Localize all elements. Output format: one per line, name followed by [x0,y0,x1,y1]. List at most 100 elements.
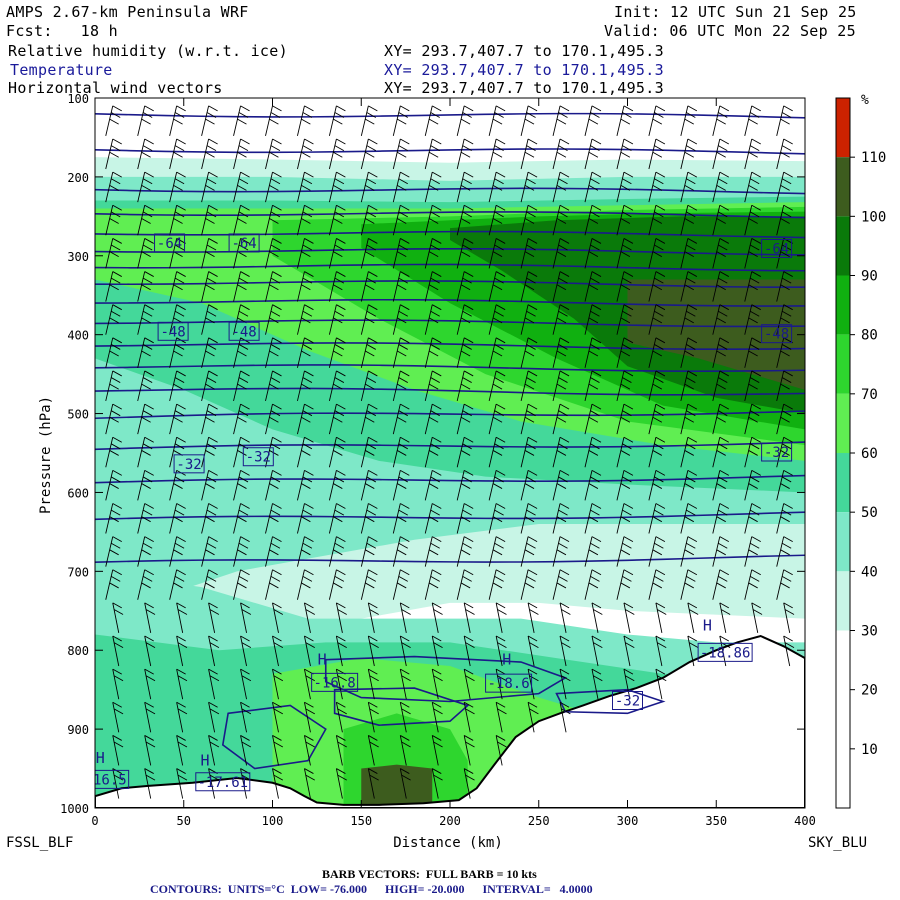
wind-barb [360,569,378,600]
wind-barb [680,105,698,136]
wind-barb [488,271,506,302]
wind-barb [105,337,122,368]
wind-barb [265,469,282,501]
wind-barb [392,238,410,269]
wind-barb [424,138,442,170]
wind-barb [648,403,666,435]
temperature-contour [95,410,805,420]
left-endpoint-label: FSSL_BLF [6,835,73,851]
temperature-contour-closed [555,688,666,715]
y-tick-label: 200 [67,171,89,185]
wind-barb [105,436,122,468]
colorbar-label: 30 [861,624,878,640]
wind-barb [488,370,506,402]
wind-barb [680,569,698,600]
wind-barb [488,469,506,501]
wind-barb [712,503,730,534]
wind-barb [328,536,346,567]
wind-barb [648,370,666,402]
wind-barb [265,436,282,468]
temperature-contour-closed [324,655,568,703]
wind-barb [392,436,410,468]
x-tick-label: 0 [91,814,98,828]
wind-barb [360,503,378,534]
wind-barb [424,436,442,468]
wind-barb [584,436,602,468]
wind-barb [648,138,666,170]
wind-barb [201,569,218,600]
temperature-label: -48 [231,324,256,340]
temperature-label: -64 [157,236,182,252]
wind-barb [712,469,730,501]
x-tick-label: 400 [794,814,816,828]
wind-barb [328,171,346,203]
wind-barb [169,503,186,534]
wind-barb [265,569,282,600]
wind-barb [328,138,346,170]
wind-barb [776,403,793,435]
wind-barb [744,238,761,269]
high-marker: H [318,650,327,668]
wind-barb [744,536,761,567]
wind-barb [297,536,314,567]
wind-barb [360,469,378,501]
wind-barb [399,768,411,799]
wind-barb [265,204,282,236]
wind-barb [424,304,442,335]
wind-barb [616,436,634,468]
wind-barb [559,701,571,733]
wind-barb [208,701,220,733]
temperature-label-box [195,772,251,792]
wind-barb [392,171,410,203]
temperature-label-box [761,324,793,344]
wind-barb [488,436,506,468]
wind-barb [137,436,154,468]
wind-barb [616,271,634,302]
wind-barb [208,635,220,667]
wind-barb [297,436,314,468]
colorbar-label: 100 [861,209,886,225]
wind-barb [272,701,284,733]
wind-barb [265,105,282,136]
colorbar-segment [836,334,850,394]
wind-barb [112,602,124,633]
wind-barb [144,768,156,799]
wind-barb [552,171,570,203]
wind-barb [272,602,284,633]
wind-barb [240,735,252,766]
field-label-temperature: Temperature [10,61,113,79]
wind-barb [424,105,442,136]
colorbar-segment [836,453,850,513]
wind-barb [520,436,538,468]
wind-barb [584,271,602,302]
wind-barb [463,735,475,766]
wind-barb [616,171,634,203]
wind-barb [559,668,571,700]
wind-barb [591,668,603,700]
wind-barb [105,171,122,203]
colorbar-segment [836,393,850,453]
wind-barb [297,271,314,302]
temperature-contour [95,441,805,451]
wind-barb [488,204,506,236]
wind-barb [488,304,506,335]
wind-barb [176,602,188,633]
wind-barb [105,403,122,435]
wind-barb [105,271,122,302]
colorbar-segment [836,275,850,335]
wind-barb [584,105,602,136]
wind-barb [648,569,666,600]
wind-barb [776,105,793,136]
wind-barb [201,503,218,534]
wind-barb [776,569,793,600]
wind-barb [201,304,218,335]
wind-barb [328,105,346,136]
wind-barb [616,403,634,435]
field-label-wind: Horizontal wind vectors [8,79,223,97]
wind-barb [233,370,250,402]
wind-barb [240,635,252,667]
wind-barb [584,171,602,203]
colorbar-label: 20 [861,683,878,699]
wind-barb [616,238,634,269]
wind-barb [616,536,634,567]
